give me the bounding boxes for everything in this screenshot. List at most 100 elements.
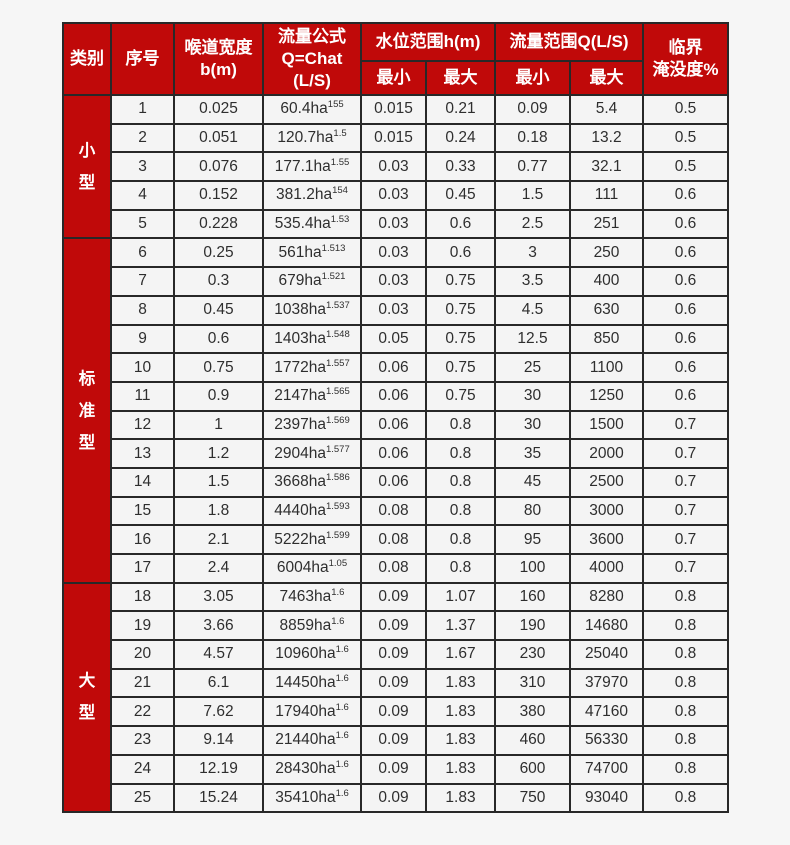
formula-exponent: 1.537 [325,300,350,311]
index-cell: 19 [110,610,175,642]
formula-cell: 7463ha1.6 [262,581,362,613]
formula-cell: 8859ha1.6 [262,610,362,642]
formula-cell: 10960ha1.6 [262,639,362,670]
formula-exponent: 1.565 [325,386,350,398]
table-header: 类别 序号 喉道宽度 b(m) 流量公式 Q=Chat (L/S) 水位范围h(… [62,22,729,96]
table-row: 14 1.5 3668ha1.586 0.06 0.8 45 2500 0.7 [63,466,729,498]
throat-width-cell: 15.24 [173,782,264,814]
table-row: 21 6.1 14450ha1.6 0.09 1.83 310 37970 0.8 [63,667,729,699]
water-min-cell: 0.06 [360,409,427,441]
water-min-cell: 0.09 [360,581,427,613]
formula-cell: 679ha1.521 [262,266,362,297]
formula-base: 2397ha [274,415,326,433]
formula-base: 14450ha [275,674,336,692]
flow-max-cell: 1250 [569,380,644,412]
index-cell: 6 [110,237,175,269]
index-cell: 15 [110,495,175,527]
formula-base: 679ha [278,272,322,290]
index-cell: 5 [110,208,175,240]
throat-width-cell: 2.4 [173,553,264,584]
index-cell: 7 [110,266,175,297]
index-cell: 21 [110,667,175,699]
index-cell: 16 [110,524,175,555]
formula-exponent: 1.521 [321,271,346,283]
index-cell: 20 [110,639,175,670]
flow-min-cell: 160 [494,581,571,613]
table-row: 16 2.1 5222ha1.599 0.08 0.8 95 3600 0.7 [63,524,729,555]
flow-min-cell: 2.5 [494,208,571,240]
throat-width-cell: 0.6 [173,323,264,355]
flow-max-cell: 1100 [569,352,644,383]
throat-width-cell: 1.8 [173,495,264,527]
throat-width-cell: 1.2 [173,438,264,469]
category-char: 标 [78,369,96,388]
formula-cell: 14450ha1.6 [262,667,362,699]
formula-cell: 177.1ha1.55 [262,151,362,183]
formula-cell: 35410ha1.6 [262,782,362,814]
flow-max-cell: 5.4 [569,94,644,125]
formula-cell: 21440ha1.6 [262,725,362,756]
header-water-level-range: 水位范围h(m) [360,22,496,62]
index-cell: 14 [110,466,175,498]
critical-submergence-cell: 0.8 [642,725,729,756]
formula-exponent: 1.586 [325,472,350,484]
index-cell: 8 [110,294,175,326]
table-row: 19 3.66 8859ha1.6 0.09 1.37 190 14680 0.8 [63,610,729,642]
water-min-cell: 0.09 [360,725,427,756]
throat-width-cell: 6.1 [173,667,264,699]
water-min-cell: 0.03 [360,237,427,269]
critical-submergence-cell: 0.8 [642,753,729,785]
formula-base: 5222ha [274,530,326,548]
formula-cell: 3668ha1.586 [262,466,362,498]
formula-cell: 2147ha1.565 [262,380,362,412]
formula-base: 17940ha [275,702,336,720]
throat-width-cell: 12.19 [173,753,264,785]
header-critical-line1: 临界 [668,37,703,57]
flow-min-cell: 45 [494,466,571,498]
flow-max-cell: 14680 [569,610,644,642]
flow-max-cell: 400 [569,266,644,297]
table-row: 标准型 6 0.25 561ha1.513 0.03 0.6 3 250 0.6 [62,237,729,584]
category-char: 小 [78,141,96,160]
critical-submergence-cell: 0.7 [642,466,729,498]
flow-min-cell: 25 [494,352,571,383]
critical-submergence-cell: 0.8 [642,667,729,699]
formula-exponent: 1.6 [331,586,345,598]
water-max-cell: 1.83 [425,782,496,814]
critical-submergence-cell: 0.5 [642,151,729,183]
flow-min-cell: 0.77 [494,151,571,183]
throat-width-cell: 3.66 [173,610,264,642]
flow-min-cell: 80 [494,495,571,527]
table-row: 9 0.6 1403ha1.548 0.05 0.75 12.5 850 0.6 [63,323,729,355]
flow-min-cell: 30 [494,380,571,412]
throat-width-cell: 0.025 [173,94,264,125]
header-row-1: 类别 序号 喉道宽度 b(m) 流量公式 Q=Chat (L/S) 水位范围h(… [62,22,729,96]
throat-width-cell: 0.3 [173,266,264,297]
index-cell: 24 [110,753,175,785]
water-max-cell: 0.45 [425,180,496,211]
header-critical-line2: 淹没度% [652,60,719,79]
formula-base: 1772ha [274,358,326,376]
flow-max-cell: 2000 [569,438,644,469]
formula-exponent: 1.6 [335,644,349,656]
spec-table-body: 小型 1 0.025 60.4ha155 0.015 0.21 0.09 5.4 0.5 2 0.0… [62,93,729,814]
critical-submergence-cell: 0.7 [642,438,729,469]
formula-exponent: 1.5 [333,127,347,139]
flow-min-cell: 0.09 [494,94,571,125]
flow-min-cell: 750 [494,782,571,814]
table-row: 4 0.152 381.2ha154 0.03 0.45 1.5 111 0.6 [63,180,729,211]
flow-min-cell: 310 [494,667,571,699]
header-category: 类别 [62,22,112,96]
water-min-cell: 0.08 [360,524,427,555]
table-row: 12 1 2397ha1.569 0.06 0.8 30 1500 0.7 [63,409,729,441]
formula-cell: 5222ha1.599 [262,524,362,555]
formula-exponent: 1.513 [321,242,346,254]
flow-max-cell: 37970 [569,667,644,699]
throat-width-cell: 2.1 [173,524,264,555]
formula-cell: 28430ha1.6 [262,753,362,785]
formula-base: 1038ha [274,301,326,319]
water-min-cell: 0.08 [360,495,427,527]
water-min-cell: 0.09 [360,667,427,699]
flow-max-cell: 251 [569,208,644,240]
